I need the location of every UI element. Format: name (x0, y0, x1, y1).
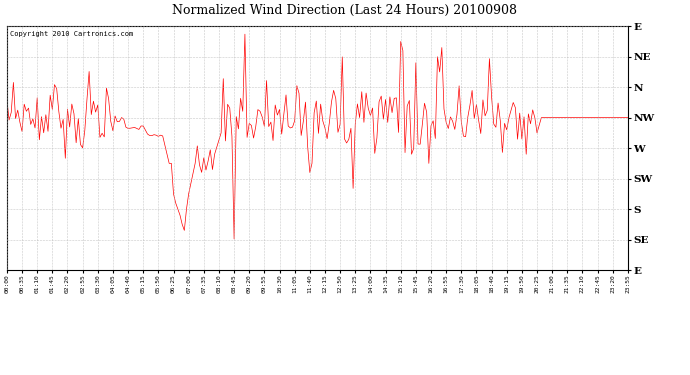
Text: Copyright 2010 Cartronics.com: Copyright 2010 Cartronics.com (10, 31, 133, 37)
Text: Normalized Wind Direction (Last 24 Hours) 20100908: Normalized Wind Direction (Last 24 Hours… (172, 4, 518, 17)
